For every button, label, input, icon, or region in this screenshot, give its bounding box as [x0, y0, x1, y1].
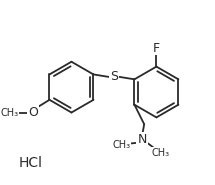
- Text: F: F: [153, 42, 160, 55]
- Text: CH₃: CH₃: [0, 107, 18, 117]
- Text: CH₃: CH₃: [152, 148, 170, 158]
- Text: CH₃: CH₃: [113, 140, 131, 150]
- Text: N: N: [138, 133, 147, 146]
- Text: S: S: [110, 70, 118, 83]
- Text: O: O: [28, 106, 38, 119]
- Text: HCl: HCl: [19, 156, 43, 170]
